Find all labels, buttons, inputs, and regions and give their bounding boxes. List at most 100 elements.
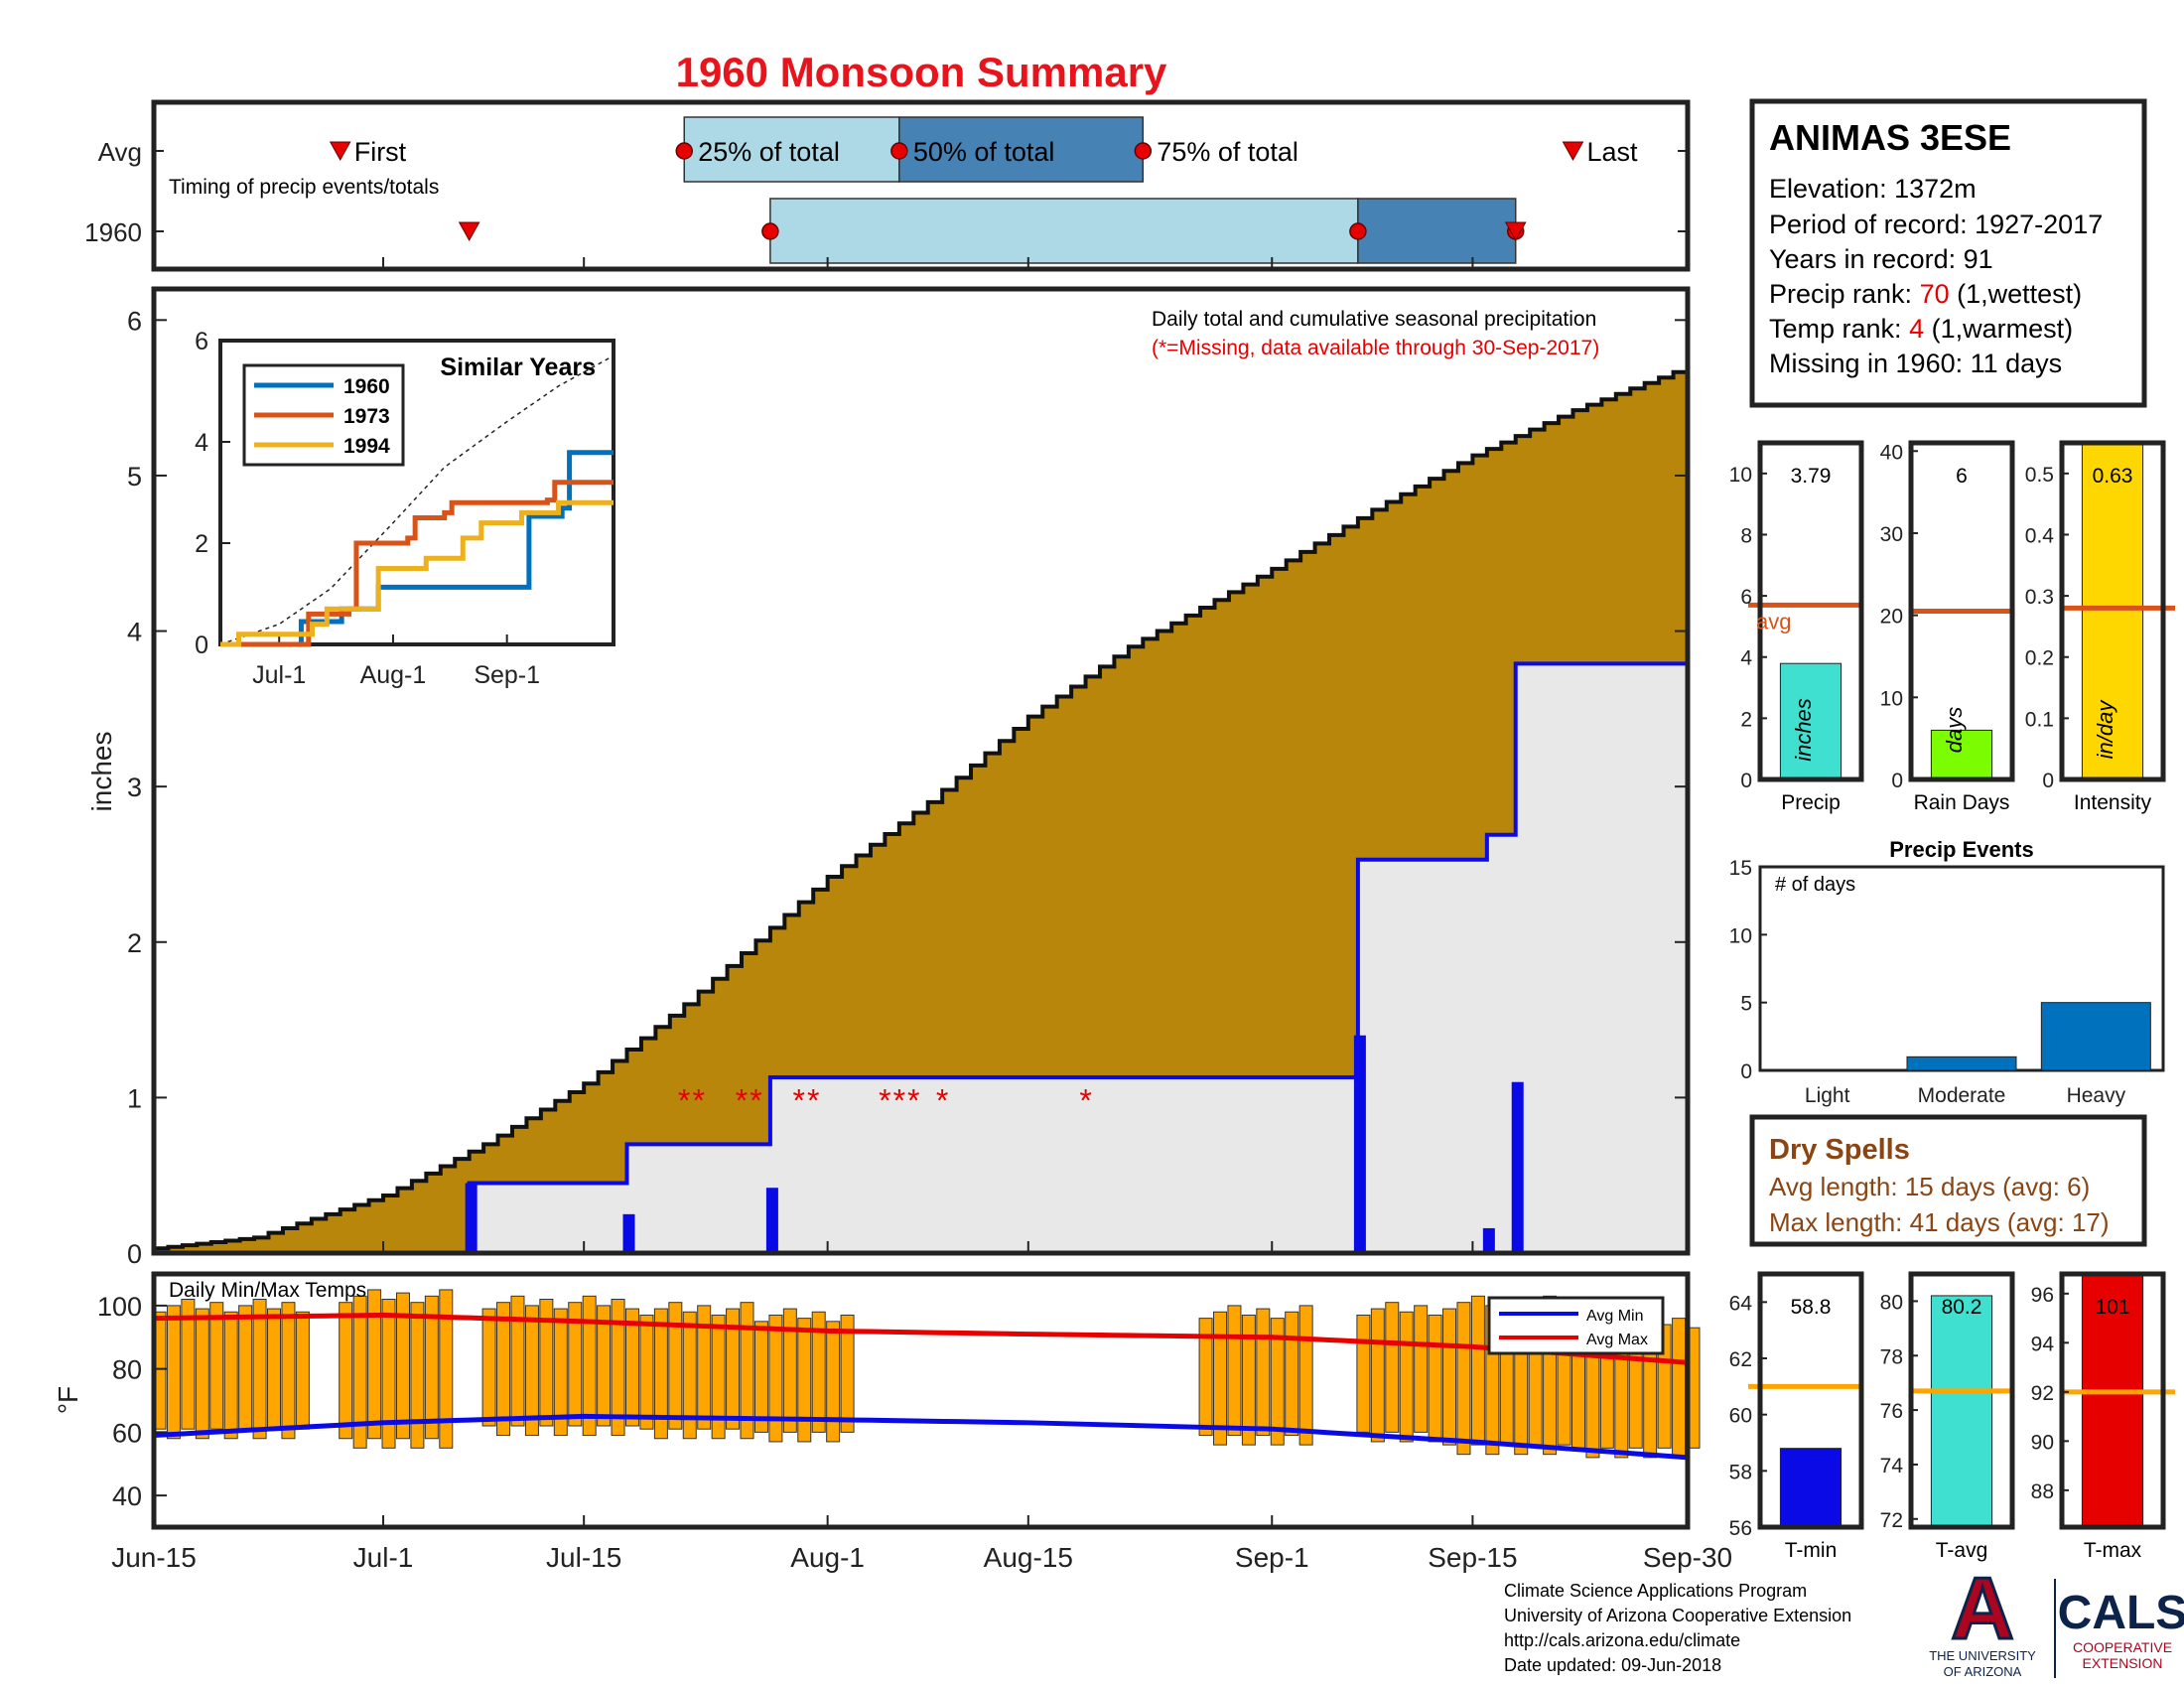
summary-bars: 0 2 4 6 8 10 3.79 Precip inches avg 0 10 20 30 40 6 Rain… [1729, 440, 2175, 1562]
ua-a-logo: A [1951, 1559, 2014, 1657]
missing-marker-5: * [807, 1082, 819, 1118]
precip_bar-ytick-3: 6 [1740, 586, 1752, 609]
temp-range-bar-0-1 [166, 1305, 181, 1440]
temp-range-bar-5-1 [1213, 1311, 1228, 1446]
temps-ytick-40: 40 [112, 1481, 142, 1511]
1960-q50-marker [1349, 222, 1367, 240]
precip_bar-ytick-0: 0 [1740, 770, 1752, 792]
temps-legend-max-label: Avg Max [1586, 1332, 1648, 1348]
raindays_bar-value-label: 6 [1956, 465, 1968, 488]
daily-precip-bar-5 [1511, 1081, 1524, 1253]
intensity_bar-ytick-0: 0 [2042, 770, 2054, 792]
similar-ytick-6: 6 [195, 328, 208, 355]
tmax_bar-ytick-2: 92 [2031, 1382, 2054, 1405]
temp-range-bar-2-1 [496, 1302, 511, 1437]
temp-range-bar-0-2 [181, 1299, 196, 1430]
temp-range-bar-1-0 [339, 1302, 353, 1440]
similar-legend-label-1960: 1960 [343, 375, 390, 398]
tmin_bar-ytick-2: 60 [1729, 1405, 1752, 1428]
raindays_bar-label: Rain Days [1914, 791, 2010, 814]
precip_bar-unit-label: inches [1791, 698, 1816, 762]
station-missing: Missing in 1960: 11 days [1769, 349, 2062, 378]
similar-xtick-0: Jul-1 [252, 661, 306, 689]
temp-range-bar-3-1 [653, 1308, 668, 1440]
intensity_bar-ytick-5: 0.5 [2025, 464, 2054, 487]
precip_bar-ytick-5: 10 [1729, 464, 1752, 487]
footer-line-1: Climate Science Applications Program [1504, 1581, 1807, 1601]
intensity_bar-frame [2059, 440, 2166, 782]
precip-subtitle: (*=Missing, data available through 30-Se… [1152, 337, 1599, 359]
raindays_bar-ytick-3: 30 [1880, 523, 1903, 546]
temp-range-bar-5-0 [1198, 1318, 1213, 1437]
similar-line-1994 [220, 499, 614, 647]
tavg_bar-ytick-2: 76 [1880, 1400, 1903, 1423]
temps-ytick-80: 80 [112, 1355, 142, 1385]
tavg_bar-ytick-1: 74 [1880, 1455, 1904, 1477]
avg-first-marker [329, 141, 351, 162]
tavg_bar-value-label: 80.2 [1942, 1296, 1982, 1319]
station-period: Period of record: 1927-2017 [1769, 210, 2103, 239]
intensity_bar-unit-label: in/day [2093, 699, 2117, 760]
cals-line-2: EXTENSION [2083, 1655, 2163, 1671]
temp-range-bar-3-6 [726, 1308, 741, 1430]
temps-title: Daily Min/Max Temps [169, 1279, 366, 1302]
temps-ytick-100: 100 [97, 1292, 142, 1322]
temp-range-bar-4-2 [782, 1308, 797, 1433]
temp-range-bar-2-0 [481, 1308, 496, 1427]
temp-range-bar-5-7 [1298, 1305, 1313, 1446]
intensity_bar-ytick-4: 0.4 [2025, 524, 2055, 547]
tavg_bar-value-bar [1930, 1295, 1993, 1528]
1960-cumulative-line [154, 661, 1688, 1255]
similar-avg-line [219, 354, 614, 645]
temp-range-bar-2-5 [553, 1308, 568, 1437]
footer-credits: Climate Science Applications Program Uni… [1504, 1581, 1851, 1675]
similar-ytick-2: 2 [195, 530, 208, 558]
temp-range-bar-1-7 [439, 1289, 454, 1449]
cals-wordmark: CALS [2058, 1587, 2184, 1639]
avg-max-line [153, 1312, 1689, 1365]
avg-cumulative-line [154, 366, 1690, 1251]
temp-range-bar-2-3 [524, 1305, 539, 1437]
avg-min-line [153, 1413, 1689, 1461]
missing-marker-2: * [736, 1082, 748, 1118]
tavg_bar-label: T-avg [1936, 1539, 1988, 1562]
1960-q25-marker [761, 222, 779, 240]
avg-q50-label: 50% of total [913, 137, 1055, 167]
precip-ytick-3: 3 [127, 773, 142, 802]
tmin_bar-ytick-1: 58 [1729, 1461, 1752, 1483]
tmin_bar-ytick-0: 56 [1729, 1517, 1752, 1540]
temp-range-bar-3-7 [740, 1302, 754, 1440]
daily-precip-bar-4 [1482, 1227, 1495, 1253]
avg-q50-q75-bar [898, 116, 1145, 183]
avg-q50-marker [890, 142, 908, 160]
daily-precip-bar-0 [465, 1183, 478, 1253]
raindays_bar-frame [1908, 440, 2015, 782]
xtick-Aug-15: Aug-15 [984, 1542, 1073, 1573]
temp-range-bar-6-1 [1370, 1308, 1385, 1443]
footer-line-2: University of Arizona Cooperative Extens… [1504, 1606, 1851, 1625]
station-years: Years in record: 91 [1769, 244, 1993, 274]
precip-ytick-0: 0 [127, 1239, 142, 1269]
temp-range-bar-2-7 [582, 1295, 597, 1437]
precip-ytick-4: 4 [127, 618, 142, 647]
temp-range-bar-2-10 [624, 1308, 639, 1427]
temp-range-bar-2-4 [539, 1299, 554, 1427]
raindays_bar-unit-label: days [1942, 707, 1967, 753]
tmin_bar-ytick-3: 62 [1729, 1348, 1752, 1371]
temp-range-bar-1-1 [352, 1295, 367, 1449]
events-title: Precip Events [1889, 837, 2034, 862]
similar-legend-label-1973: 1973 [343, 405, 390, 428]
avg-last-label: Last [1586, 137, 1638, 167]
daily-precip-bar-3 [1353, 1035, 1366, 1253]
figure-title: 1960 Monsoon Summary [676, 49, 1167, 95]
event-label-heavy: Heavy [2067, 1084, 2126, 1107]
precip-ytick-6: 6 [127, 306, 142, 336]
avg-first-label: First [354, 137, 407, 167]
dry-spells-max: Max length: 41 days (avg: 17) [1769, 1207, 2110, 1237]
raindays_bar-ytick-4: 40 [1880, 441, 1903, 464]
temp-range-bar-3-4 [697, 1305, 712, 1430]
ua-name-line-2: OF ARIZONA [1944, 1664, 2022, 1679]
tavg_bar-frame [1908, 1271, 2015, 1530]
temp-range-bar-0-7 [252, 1299, 267, 1440]
